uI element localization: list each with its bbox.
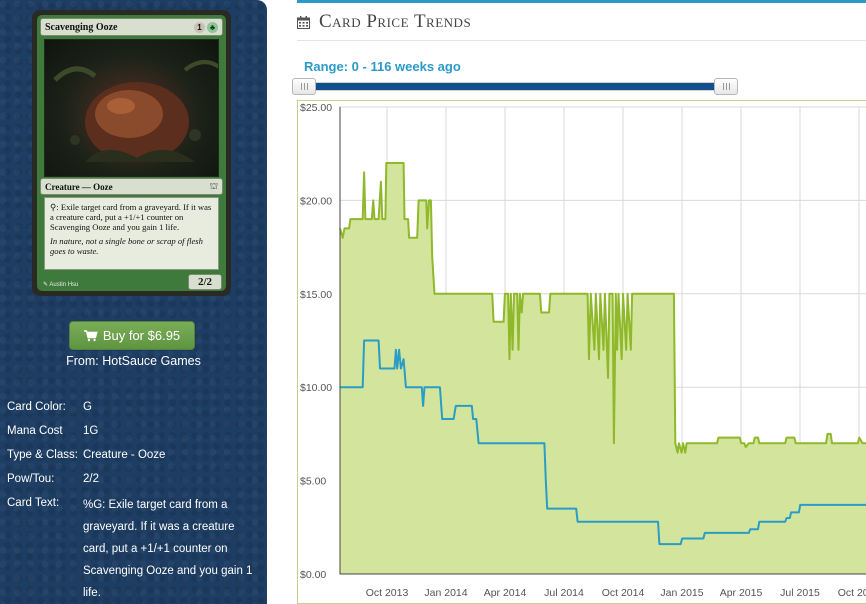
card-name: Scavenging Ooze [45, 21, 118, 33]
ooze-artwork-illustration [53, 60, 218, 162]
range-handle-start[interactable] [292, 78, 316, 95]
shopping-cart-icon [83, 329, 98, 341]
x-tick-label: Apr 2014 [484, 587, 527, 599]
seller-prefix: From: [66, 354, 99, 368]
mana-symbol-generic: 1 [194, 21, 205, 33]
section-top-border [297, 0, 866, 3]
range-slider[interactable] [292, 78, 738, 95]
y-tick-label: $0.00 [300, 569, 326, 581]
detail-row-card-text: Card Text: %G: Exile target card from a … [7, 494, 262, 604]
y-tick-label: $15.00 [300, 289, 332, 301]
buy-button-label: Buy for $6.95 [102, 328, 181, 343]
detail-row-type: Type & Class: Creature - Ooze [7, 446, 262, 464]
card-image: Scavenging Ooze 1 ♣ [32, 10, 231, 296]
x-tick-label: Oct 2015 [838, 587, 866, 599]
detail-row-mana-cost: Mana Cost 1G [7, 422, 262, 440]
card-artist-name: Austin Hsu [49, 282, 79, 288]
section-title-text: Card Price Trends [319, 11, 472, 32]
detail-row-color: Card Color: G [7, 398, 262, 416]
seller-info: From: HotSauce Games [0, 354, 267, 368]
calendar-icon [297, 15, 310, 29]
card-mana-cost: 1 ♣ [194, 21, 218, 33]
x-tick-label: Oct 2014 [602, 587, 645, 599]
set-symbol-icon: ⛫ [209, 180, 218, 191]
price-series-area-fill [340, 163, 866, 574]
card-power-toughness: 2/2 [188, 274, 222, 290]
detail-key: Card Text: [7, 497, 60, 509]
card-flavor-text: In nature, not a single bone or scrap of… [50, 236, 203, 256]
card-text-box: ⚲: Exile target card from a graveyard. I… [44, 197, 219, 270]
detail-value: Creature - Ooze [83, 449, 166, 461]
card-artist-credit: ✎ Austin Hsu [43, 282, 79, 288]
price-series-line-blue [340, 339, 866, 546]
detail-key: Pow/Tou: [7, 473, 55, 485]
card-rules-text: ⚲: Exile target card from a graveyard. I… [50, 202, 212, 232]
detail-row-pow-tou: Pow/Tou: 2/2 [7, 470, 262, 488]
buy-button[interactable]: Buy for $6.95 [69, 321, 195, 350]
y-tick-label: $25.00 [300, 102, 332, 114]
card-frame: Scavenging Ooze 1 ♣ [37, 15, 226, 291]
card-artwork [44, 39, 219, 177]
card-type-line: Creature — Ooze [45, 181, 113, 192]
detail-value: 1G [83, 425, 99, 437]
title-divider [297, 40, 866, 41]
price-series-line-green [339, 162, 866, 454]
detail-key: Card Color: [7, 401, 66, 413]
x-tick-label: Jan 2015 [660, 587, 703, 599]
x-tick-label: Jul 2015 [780, 587, 820, 599]
price-trends-heading: Card Price Trends [297, 10, 471, 34]
y-tick-label: $10.00 [300, 382, 332, 394]
x-tick-label: Jul 2014 [544, 587, 584, 599]
range-label: Range: 0 - 116 weeks ago [304, 59, 461, 74]
x-tick-label: Apr 2015 [720, 587, 763, 599]
card-details: Card Color: G Mana Cost 1G Type & Class:… [7, 398, 262, 604]
y-tick-label: $20.00 [300, 195, 332, 207]
detail-value: G [83, 401, 92, 413]
card-title-bar: Scavenging Ooze 1 ♣ [40, 18, 223, 36]
detail-value: %G: Exile target card from a graveyard. … [83, 499, 253, 599]
price-chart-container: $0.00 $5.00 $10.00 $15.00 $20.00 $25.00 Oct 20… [297, 100, 866, 604]
detail-key: Mana Cost [7, 425, 63, 437]
range-slider-fill [300, 83, 720, 90]
detail-value: 2/2 [83, 473, 99, 485]
x-tick-label: Jan 2014 [424, 587, 467, 599]
range-handle-end[interactable] [714, 78, 738, 95]
seller-name[interactable]: HotSauce Games [102, 354, 201, 368]
y-tick-label: $5.00 [300, 476, 326, 488]
card-sidebar: Scavenging Ooze 1 ♣ [0, 0, 267, 604]
x-tick-label: Oct 2013 [366, 587, 409, 599]
mana-symbol-green-icon: ♣ [207, 21, 218, 33]
price-trend-chart: $0.00 $5.00 $10.00 $15.00 $20.00 $25.00 Oct 20… [300, 102, 866, 599]
card-type-bar: Creature — Ooze ⛫ [40, 178, 223, 195]
detail-key: Type & Class: [7, 449, 78, 461]
